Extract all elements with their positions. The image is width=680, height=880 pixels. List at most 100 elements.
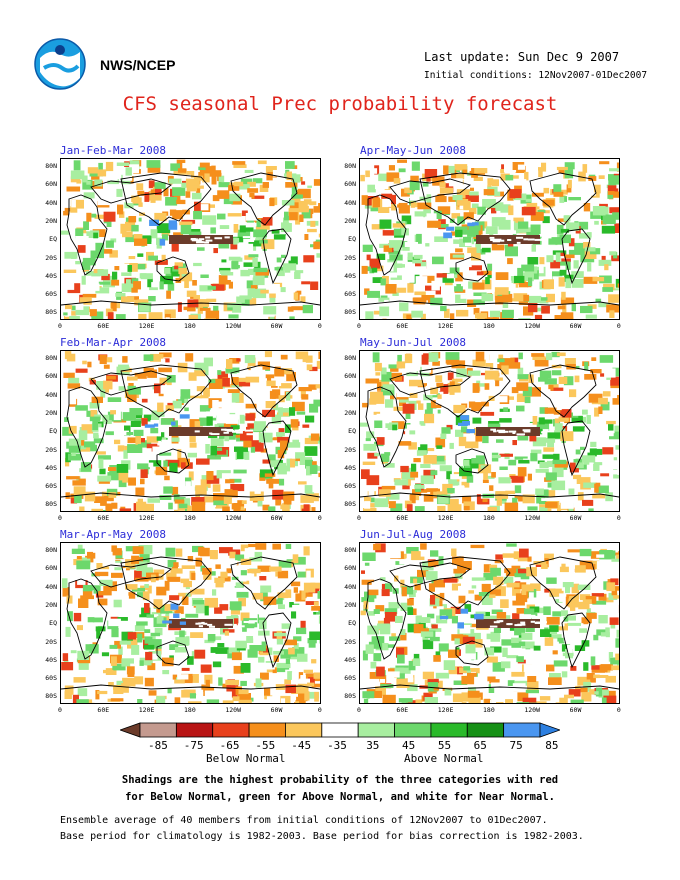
lat-tick-label: 40N (344, 582, 356, 591)
lon-tick-label: 0 (616, 322, 621, 330)
color-bar-tick-label: -85 (147, 739, 168, 752)
color-bar-segment (466, 722, 505, 738)
color-bar-tick-label: 75 (509, 739, 523, 752)
color-bar-segment (248, 722, 286, 738)
panel-title-6: Jun-Jul-Aug 2008 (360, 528, 466, 541)
lat-tick-label: 40N (45, 390, 57, 399)
lon-tick-label: 180 (483, 514, 495, 522)
lon-tick-label: 120W (524, 322, 541, 330)
lat-tick-label: 40S (344, 271, 356, 280)
lat-tick-label: 60S (344, 674, 356, 683)
color-bar-segment (285, 722, 323, 738)
lat-tick-label: 60S (45, 674, 57, 683)
lon-tick-label: 60E (396, 322, 409, 330)
lon-tick-label: 180 (483, 322, 495, 330)
lat-tick-label: 40S (45, 463, 57, 472)
lat-tick-label: 60S (45, 290, 57, 299)
lon-tick-label: 0 (58, 322, 62, 330)
lat-tick-label: 20N (45, 600, 57, 609)
color-bar-tick-label: -45 (291, 739, 312, 752)
lon-tick-label: 0 (616, 706, 621, 714)
lat-tick-label: 60S (344, 290, 356, 299)
lat-tick-label: EQ (348, 235, 356, 244)
base-period-note: Base period for climatology is 1982-2003… (60, 831, 584, 842)
lon-tick-label: 60W (569, 322, 582, 330)
page-title: CFS seasonal Prec probability forecast (122, 93, 558, 115)
lat-tick-label: 80N (45, 354, 57, 362)
noaa-logo-icon (34, 38, 86, 90)
lat-tick-label: 20N (45, 216, 57, 225)
lon-tick-label: 0 (317, 514, 322, 522)
below-normal-label: Below Normal (206, 752, 286, 765)
lon-tick-label: 120E (138, 322, 155, 330)
lat-tick-label: 60N (45, 180, 57, 189)
lon-tick-label: 60W (270, 706, 283, 714)
color-bar-segment (503, 722, 541, 738)
color-bar-segment (394, 722, 432, 738)
lat-tick-label: 80S (344, 308, 356, 317)
lon-tick-label: 120W (524, 514, 541, 522)
color-bar-segment (430, 722, 468, 738)
lat-tick-label: 20S (45, 253, 57, 262)
initial-conditions: Initial conditions: 12Nov2007-01Dec2007 (424, 70, 648, 81)
color-bar-segment (357, 722, 395, 738)
lat-tick-label: 80S (45, 692, 57, 701)
lat-tick-label: EQ (348, 427, 356, 436)
lat-tick-label: EQ (49, 235, 57, 244)
lon-tick-label: 180 (483, 706, 495, 714)
lat-tick-label: 80N (45, 162, 57, 170)
lon-tick-label: 180 (184, 322, 196, 330)
above-normal-label: Above Normal (404, 752, 484, 765)
color-bar-tick-label: 85 (545, 739, 559, 752)
lat-tick-label: 60N (344, 372, 356, 381)
forecast-map-mjj (359, 350, 620, 512)
lat-tick-label: 80S (45, 500, 57, 509)
lon-tick-label: 60W (270, 322, 283, 330)
lat-tick-label: 40N (344, 390, 356, 399)
forecast-map-fma (60, 350, 321, 512)
lat-tick-label: 80S (344, 500, 356, 509)
lon-tick-label: 60E (396, 706, 409, 714)
lon-tick-label: 0 (357, 514, 361, 522)
lon-tick-label: 180 (184, 706, 196, 714)
lon-tick-label: 120W (225, 514, 242, 522)
lon-tick-label: 0 (58, 514, 62, 522)
lon-tick-label: 120E (437, 706, 454, 714)
last-update: Last update: Sun Dec 9 2007 (424, 50, 620, 64)
lat-tick-label: 40S (45, 655, 57, 664)
lon-tick-label: 120E (138, 706, 155, 714)
lat-tick-label: 40S (344, 655, 356, 664)
lat-tick-label: 20S (45, 445, 57, 454)
lon-tick-label: 0 (58, 706, 62, 714)
lat-tick-label: 20N (45, 408, 57, 417)
lat-tick-label: 40S (45, 271, 57, 280)
color-bar-segment (321, 722, 359, 738)
panel-title-4: May-Jun-Jul 2008 (360, 336, 466, 349)
lon-tick-label: 60E (97, 514, 110, 522)
panel-title-2: Apr-May-Jun 2008 (360, 144, 466, 157)
lon-tick-label: 60E (97, 322, 110, 330)
lat-tick-label: 40N (45, 582, 57, 591)
color-bar-segment (118, 722, 141, 738)
lat-tick-label: EQ (348, 619, 356, 628)
lat-tick-label: 60S (45, 482, 57, 491)
lon-tick-label: 0 (616, 514, 621, 522)
lon-tick-label: 120W (524, 706, 541, 714)
lat-tick-label: 20S (45, 637, 57, 646)
color-bar (118, 722, 562, 738)
lat-tick-label: 20N (344, 216, 356, 225)
lat-tick-label: 20S (344, 445, 356, 454)
lat-tick-label: 20N (344, 408, 356, 417)
lat-tick-label: 40N (45, 198, 57, 207)
lat-tick-label: 60N (45, 372, 57, 381)
color-bar-tick-label: -35 (327, 739, 347, 752)
color-bar-tick-label: 65 (473, 739, 487, 752)
lon-tick-label: 120W (225, 706, 242, 714)
org-name: NWS/NCEP (100, 57, 176, 73)
lat-tick-label: 80S (45, 308, 57, 317)
lon-tick-label: 60W (569, 706, 582, 714)
color-bar-segment (175, 722, 214, 738)
lon-tick-label: 0 (317, 322, 322, 330)
lat-tick-label: 80S (344, 692, 356, 701)
lon-tick-label: 0 (317, 706, 322, 714)
